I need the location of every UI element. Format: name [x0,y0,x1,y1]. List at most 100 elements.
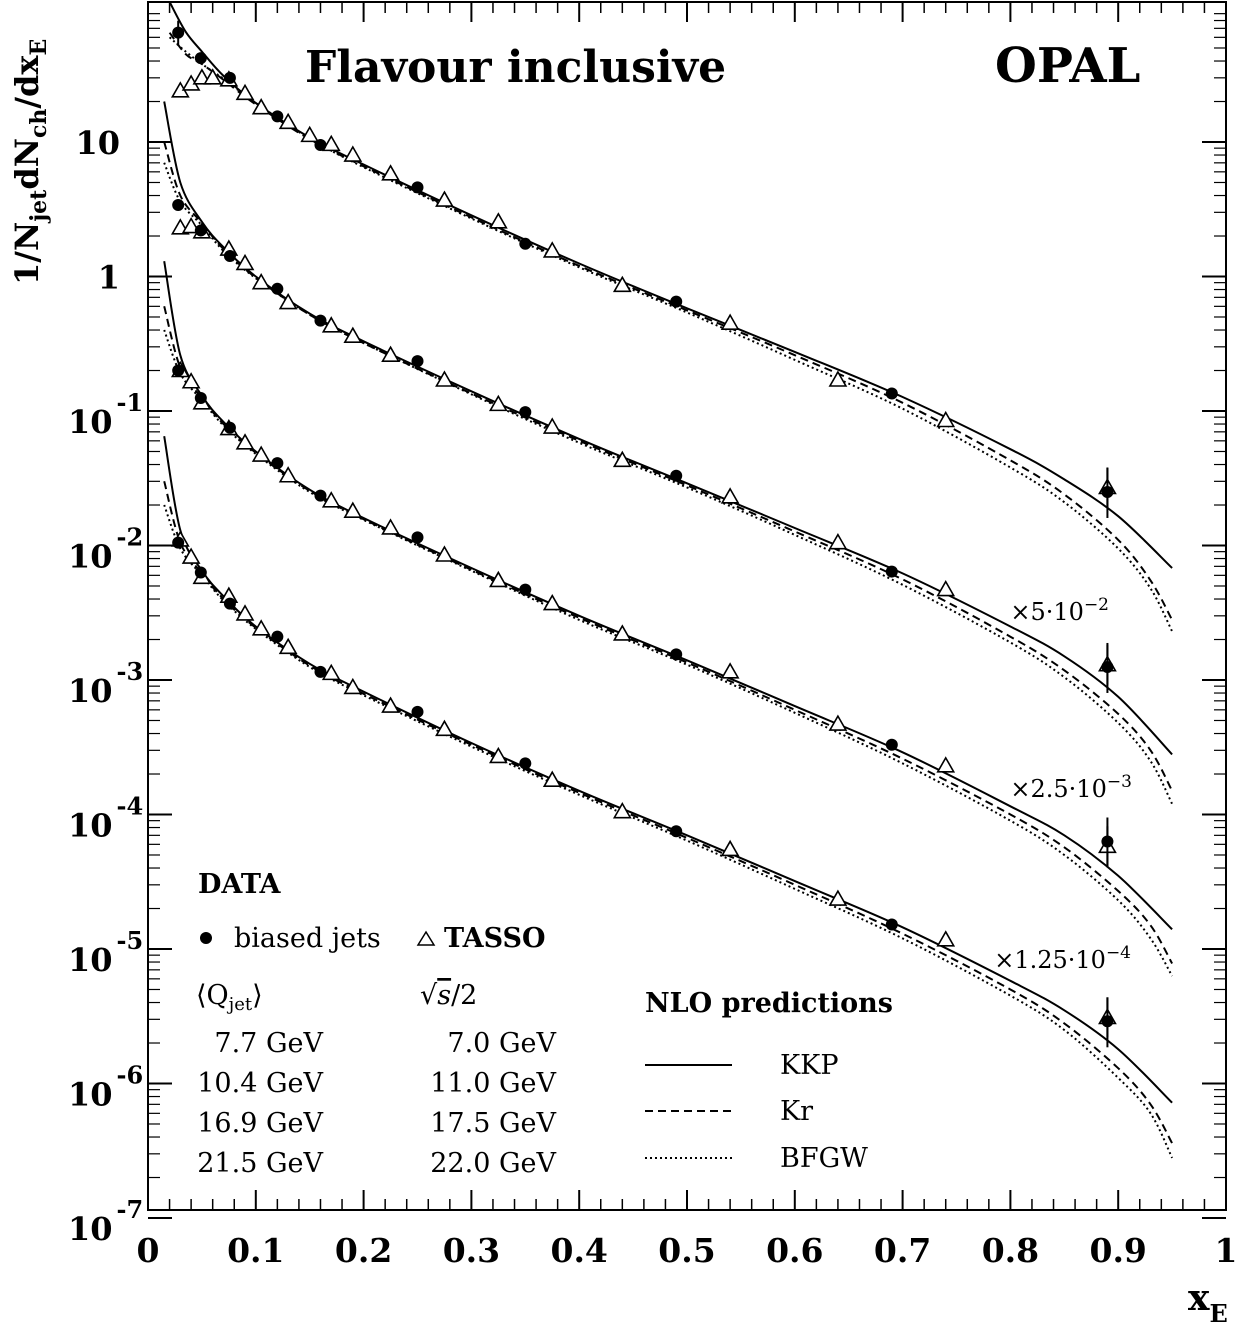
opal-energy: 16.9 GeV [197,1108,323,1139]
chart-title: Flavour inclusive [305,42,726,93]
y-tick-label: 10 [75,124,120,162]
nlo-curves [164,2,1172,1158]
opal-energy-header: ⟨Qjet⟩ [196,980,263,1015]
opal-energy: 21.5 GeV [197,1148,323,1179]
x-tick-label: 0.2 [335,1231,392,1270]
x-tick-label: 0.4 [550,1231,607,1270]
y-tick-label: 10-1 [68,388,143,441]
x-tick-label: 0 [137,1231,160,1270]
opal-energy: 7.7 GeV [214,1028,323,1059]
legend-kr-label: Kr [780,1096,813,1127]
tasso-point [830,891,846,905]
kr-curve-2 [164,306,1172,963]
bfgw-curve-1 [164,163,1172,804]
opal-point [271,631,283,643]
legend-bfgw-label: BFGW [780,1143,868,1174]
tasso-point [830,535,846,549]
tasso-point [436,192,452,206]
legend-tasso-label: TASSO [444,923,546,954]
tasso-point [383,166,399,180]
legend-opal-marker [200,932,212,944]
tasso-point [938,932,954,946]
opal-point [519,406,531,418]
opal-point [1101,835,1113,847]
experiment-label: OPAL [995,38,1140,94]
x-tick-labels: 0 0.1 0.2 0.3 0.4 0.5 0.6 0.7 0.8 0.9 1 [137,1231,1238,1270]
tasso-point [830,716,846,730]
opal-point [224,598,236,610]
tasso-energy-header: √s/2 [420,980,477,1011]
y-tick-label: 10-6 [68,1061,143,1114]
tasso-point [722,841,738,855]
y-tick-labels: 10 1 10-1 10-2 10-3 10-4 10-5 10-6 10-7 [68,124,143,1248]
opal-point [195,224,207,236]
x-tick-label: 0.1 [227,1231,284,1270]
scale-label: ×2.5·10−3 [1010,772,1132,803]
x-axis-label: xE [1188,1277,1228,1328]
opal-point [224,422,236,434]
data-points [172,21,1115,1048]
opal-point [195,392,207,404]
scale-label: ×1.25·10−4 [994,943,1131,974]
tasso-energy: 17.5 GeV [430,1108,556,1139]
kr-curve-1 [164,142,1172,791]
y-tick-label: 10-7 [68,1195,143,1248]
x-tick-label: 0.5 [658,1231,715,1270]
y-tick-label: 10-4 [68,792,143,845]
kkp-curve-1 [164,102,1172,755]
x-tick-label: 0.9 [1089,1231,1146,1270]
opal-point [172,27,184,39]
opal-point [271,457,283,469]
opal-point [271,110,283,122]
opal-point [412,355,424,367]
opal-point [172,365,184,377]
bfgw-curve-0 [170,37,1173,631]
opal-point [195,566,207,578]
opal-point [412,706,424,718]
opal-point [670,296,682,308]
tasso-energy: 22.0 GeV [430,1148,556,1179]
legend-tasso-marker [418,932,434,945]
nlo-legend: NLO predictions KKP Kr BFGW [645,988,893,1174]
opal-point [271,283,283,295]
tasso-point [722,489,738,503]
opal-point [172,537,184,549]
x-tick-label: 0.8 [982,1231,1039,1270]
opal-point [1101,661,1113,673]
opal-point [314,490,326,502]
opal-point [886,739,898,751]
legend-opal-label: biased jets [234,923,381,954]
data-legend: DATA biased jets TASSO ⟨Qjet⟩ √s/2 7.7 G… [196,869,556,1179]
tasso-point [938,758,954,772]
opal-point [519,757,531,769]
y-tick-label: 10-5 [68,926,143,979]
opal-point [412,531,424,543]
nlo-legend-title: NLO predictions [645,988,893,1019]
opal-point [172,199,184,211]
legend-kkp-label: KKP [780,1050,839,1081]
tasso-point [938,582,954,596]
x-tick-label: 0.3 [443,1231,500,1270]
tasso-point [544,772,560,786]
opal-point [224,250,236,262]
tasso-point [722,664,738,678]
y-tick-label: 10-2 [68,523,143,576]
y-axis-label: 1/NjetdNch/dxE [8,39,52,285]
energy-list: 7.7 GeV10.4 GeV16.9 GeV21.5 GeV7.0 GeV11… [197,1028,556,1179]
y-tick-label: 10-3 [68,657,143,710]
tasso-energy: 11.0 GeV [430,1068,556,1099]
y-tick-label: 1 [98,259,120,297]
opal-point [1101,486,1113,498]
tasso-point [614,626,630,640]
opal-point [670,648,682,660]
opal-point [670,825,682,837]
opal-point [1101,1015,1113,1027]
x-tick-label: 0.7 [874,1231,931,1270]
tasso-point [490,214,506,228]
opal-point [314,139,326,151]
opal-point [886,919,898,931]
opal-point [195,52,207,64]
opal-point [670,470,682,482]
opal-point [886,387,898,399]
